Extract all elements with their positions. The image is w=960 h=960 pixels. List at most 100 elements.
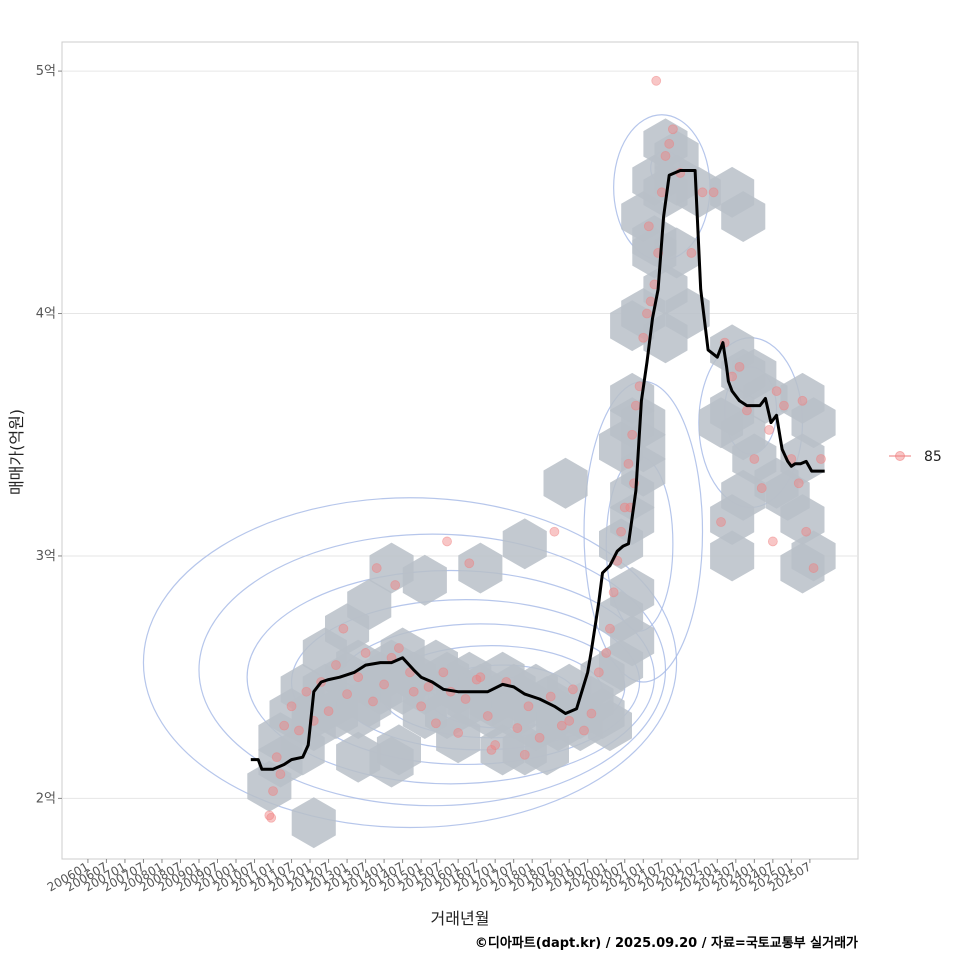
y-tick-label: 3억: [36, 549, 56, 564]
data-point: [431, 718, 441, 729]
data-point: [708, 187, 719, 198]
data-point: [605, 623, 615, 634]
data-point: [627, 429, 638, 440]
data-point: [512, 723, 523, 733]
data-point: [301, 686, 312, 697]
data-point: [323, 706, 334, 717]
legend: 85: [889, 449, 942, 465]
data-point: [667, 124, 678, 135]
hexbin: [291, 797, 336, 849]
data-point: [331, 660, 341, 670]
data-point: [464, 558, 475, 569]
hexbin: [643, 312, 688, 364]
caption: ©디아파트(dapt.kr) / 2025.09.20 / 자료=국토교통부 실…: [475, 935, 858, 951]
legend-marker: [895, 451, 905, 461]
data-point: [568, 684, 578, 695]
hexbin: [280, 724, 325, 776]
data-point: [545, 691, 556, 702]
density-contour: [198, 533, 667, 807]
data-point: [275, 769, 286, 780]
y-tick-label: 2억: [36, 791, 56, 806]
data-point: [442, 536, 452, 547]
data-point: [294, 725, 304, 736]
data-point: [368, 696, 378, 707]
data-point: [342, 689, 352, 700]
data-point: [394, 643, 404, 653]
data-point: [586, 708, 597, 719]
hexbin: [780, 542, 825, 594]
hexbin: [502, 518, 547, 570]
data-point: [793, 478, 804, 489]
data-point: [656, 187, 667, 198]
data-point: [686, 248, 697, 258]
hexbin: [458, 542, 503, 594]
hexbin: [721, 191, 766, 242]
data-point: [390, 580, 401, 590]
data-point: [697, 187, 708, 198]
data-point: [579, 725, 589, 736]
y-tick-label: 4억: [36, 307, 56, 322]
data-point: [523, 701, 534, 712]
data-point: [490, 740, 501, 750]
hexbin: [676, 166, 721, 218]
data-point: [556, 720, 567, 731]
hexbin: [525, 724, 569, 776]
data-point: [619, 502, 630, 513]
y-axis-title: 매매가(억원): [7, 409, 26, 495]
data-point: [423, 681, 434, 692]
data-point: [475, 672, 486, 683]
x-axis-title: 거래년월: [431, 909, 490, 928]
data-point: [416, 701, 427, 712]
data-point: [642, 308, 652, 319]
data-point: [371, 563, 382, 573]
data-point: [816, 454, 826, 464]
data-point: [453, 728, 464, 738]
data-point: [608, 587, 619, 598]
data-point: [734, 361, 745, 372]
data-point: [519, 749, 530, 760]
hexbin: [369, 736, 414, 788]
data-point: [643, 221, 654, 232]
hexbin: [610, 566, 655, 618]
hexbin: [347, 579, 392, 630]
data-point: [482, 711, 493, 721]
data-point: [664, 138, 675, 149]
scatter-points: [264, 75, 826, 823]
data-point: [279, 720, 290, 731]
data-point: [742, 405, 752, 416]
data-point: [638, 332, 649, 343]
data-point: [438, 667, 449, 678]
density-contour: [142, 497, 678, 829]
data-point: [564, 715, 575, 726]
data-point: [379, 679, 390, 690]
hexbin: [710, 530, 755, 582]
data-point: [771, 386, 782, 397]
data-point: [338, 623, 349, 634]
hexbin: [621, 445, 666, 497]
data-point: [534, 732, 545, 743]
y-axis-ticks: 2억 3억 4억 5억: [36, 64, 62, 806]
hexbin: [654, 227, 699, 279]
data-point: [271, 752, 282, 763]
data-point: [268, 786, 278, 797]
data-point: [651, 75, 662, 86]
data-point: [756, 483, 767, 493]
density-contour: [246, 569, 655, 785]
hexbin: [721, 469, 766, 521]
data-point: [266, 812, 277, 823]
data-point: [601, 648, 612, 658]
data-point: [616, 526, 626, 537]
data-point: [779, 400, 789, 411]
data-point: [808, 563, 819, 573]
data-point: [286, 701, 297, 712]
data-point: [593, 667, 604, 678]
hexbin: [543, 457, 588, 509]
data-point: [749, 454, 760, 464]
data-point: [486, 745, 497, 755]
data-point: [797, 395, 808, 406]
data-point: [660, 151, 671, 161]
data-point: [801, 526, 812, 537]
hexbin-layer: [247, 118, 836, 849]
hexbin: [587, 700, 632, 752]
